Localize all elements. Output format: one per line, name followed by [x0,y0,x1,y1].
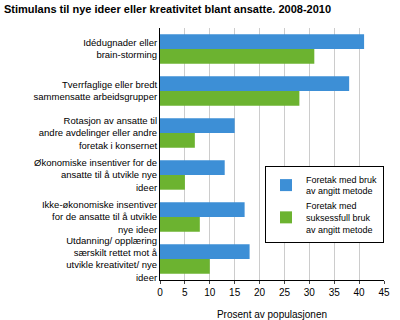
svg-text:25: 25 [279,287,291,298]
svg-text:45: 45 [378,287,390,298]
svg-text:Foretak medsuksessfull brukav: Foretak medsuksessfull brukav angitt met… [306,201,373,234]
svg-text:35: 35 [329,287,341,298]
svg-text:Ikke-økonomiske insentiverfor: Ikke-økonomiske insentiverfor de ansatte… [42,199,157,235]
svg-text:10: 10 [204,287,216,298]
svg-text:Prosent av populasjonen: Prosent av populasjonen [217,309,327,320]
svg-text:Utdanning/ opplæringsærskilt r: Utdanning/ opplæringsærskilt rettet mot … [66,235,158,283]
svg-text:40: 40 [354,287,366,298]
svg-text:Tverrfaglige eller bredtsammen: Tverrfaglige eller bredtsammensatte arbe… [34,79,158,102]
svg-text:20: 20 [254,287,266,298]
svg-text:15: 15 [229,287,241,298]
svg-text:Stimulans til nye ideer eller: Stimulans til nye ideer eller kreativite… [4,3,331,15]
svg-text:30: 30 [304,287,316,298]
svg-text:5: 5 [182,287,188,298]
svg-text:Idédugnader ellerbrain-stormin: Idédugnader ellerbrain-storming [83,37,157,60]
svg-text:0: 0 [157,287,163,298]
svg-text:Økonomiske insentiver for dean: Økonomiske insentiver for deansatte til … [34,157,157,193]
svg-text:Foretak med brukav angitt meto: Foretak med brukav angitt metode [306,175,377,197]
svg-text:Rotasjon av ansatte tilandre a: Rotasjon av ansatte tilandre avdelinger … [39,115,158,151]
